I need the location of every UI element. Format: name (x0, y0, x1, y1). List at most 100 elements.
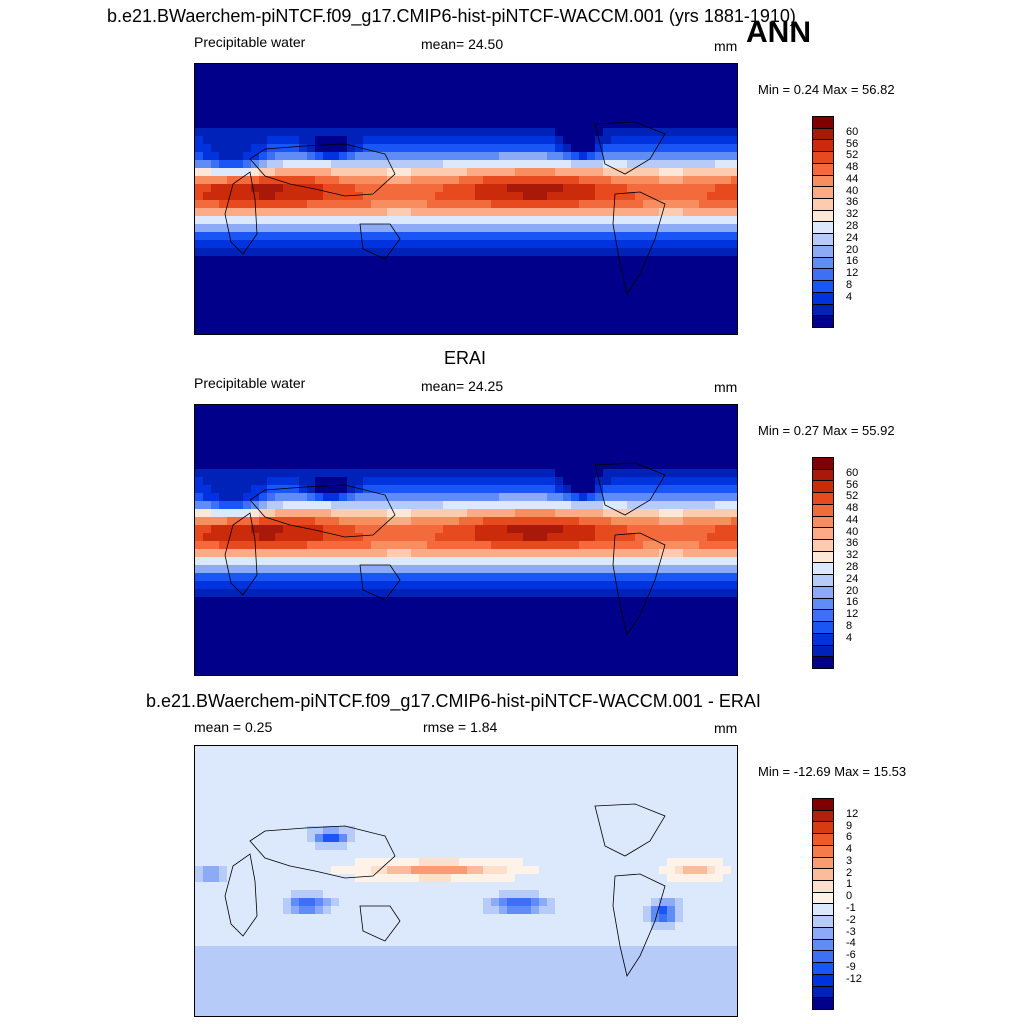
map-cell (691, 629, 700, 638)
map-cell (363, 445, 372, 454)
map-cell (459, 288, 468, 297)
map-cell (315, 176, 324, 185)
map-cell (387, 176, 396, 185)
map-cell (555, 120, 564, 129)
map-cell (243, 64, 252, 73)
map-cell (627, 469, 636, 478)
map-cell (387, 184, 396, 193)
map-cell (291, 661, 300, 670)
map-cell (299, 549, 308, 558)
map-cell (539, 770, 548, 779)
map-cell (571, 581, 580, 590)
map-cell (339, 184, 348, 193)
map-cell (627, 746, 636, 755)
map-cell (267, 72, 276, 81)
map-cell (323, 72, 332, 81)
map-cell (451, 661, 460, 670)
map-cell (523, 509, 532, 518)
map-cell (547, 509, 556, 518)
map-cell (635, 669, 644, 675)
map-cell (499, 232, 508, 241)
map-cell (595, 272, 604, 281)
map-cell (635, 413, 644, 422)
map-cell (203, 770, 212, 779)
map-cell (611, 96, 620, 105)
map-cell (611, 128, 620, 137)
map-cell (291, 288, 300, 297)
map-cell (651, 176, 660, 185)
map-cell (507, 469, 516, 478)
map-cell (435, 256, 444, 265)
map-cell (195, 224, 204, 233)
map-cell (203, 80, 212, 89)
map-cell (379, 485, 388, 494)
map-cell (635, 445, 644, 454)
map-cell (451, 405, 460, 414)
map-cell (491, 517, 500, 526)
map-cell (651, 565, 660, 574)
map-cell (667, 192, 676, 201)
map-cell (395, 328, 404, 334)
map-cell (355, 501, 364, 510)
map-cell (331, 754, 340, 763)
map-cell (411, 605, 420, 614)
map-cell (595, 248, 604, 257)
map-cell (323, 557, 332, 566)
map-cell (499, 645, 508, 654)
map-cell (443, 533, 452, 542)
map-cell (315, 112, 324, 121)
map-cell (603, 72, 612, 81)
map-cell (307, 621, 316, 630)
map-cell (667, 573, 676, 582)
map-cell (419, 421, 428, 430)
map-cell (339, 136, 348, 145)
map-cell (675, 200, 684, 209)
map-cell (683, 762, 692, 771)
map-cell (539, 192, 548, 201)
map-cell (635, 501, 644, 510)
map-cell (523, 421, 532, 430)
map-cell (395, 240, 404, 249)
map-cell (363, 256, 372, 265)
map-cell (699, 192, 708, 201)
map-cell (411, 525, 420, 534)
map-cell (523, 152, 532, 161)
map-cell (371, 136, 380, 145)
map-cell (683, 64, 692, 73)
map-cell (547, 272, 556, 281)
map-cell (403, 661, 412, 670)
map-cell (235, 493, 244, 502)
map-cell (203, 778, 212, 787)
map-cell (595, 565, 604, 574)
map-cell (235, 453, 244, 462)
map-cell (515, 72, 524, 81)
map-cell (475, 248, 484, 257)
map-cell (611, 589, 620, 598)
map-cell (531, 240, 540, 249)
map-cell (235, 549, 244, 558)
map-cell (643, 509, 652, 518)
map-cell (387, 200, 396, 209)
map-cell (483, 224, 492, 233)
map-cell (259, 160, 268, 169)
map-cell (651, 509, 660, 518)
map-cell (675, 160, 684, 169)
map-cell (395, 525, 404, 534)
map-cell (547, 168, 556, 177)
map-cell (595, 605, 604, 614)
map-cell (275, 613, 284, 622)
map-cell (315, 264, 324, 273)
map-cell (267, 605, 276, 614)
map-cell (331, 573, 340, 582)
map-cell (243, 597, 252, 606)
map-cell (515, 453, 524, 462)
map-cell (563, 669, 572, 675)
map-cell (539, 669, 548, 675)
colorbar-segment (813, 575, 833, 587)
map-cell (675, 184, 684, 193)
map-cell (235, 525, 244, 534)
map-cell (523, 413, 532, 422)
map-cell (595, 104, 604, 113)
map-cell (691, 597, 700, 606)
map-cell (547, 296, 556, 305)
